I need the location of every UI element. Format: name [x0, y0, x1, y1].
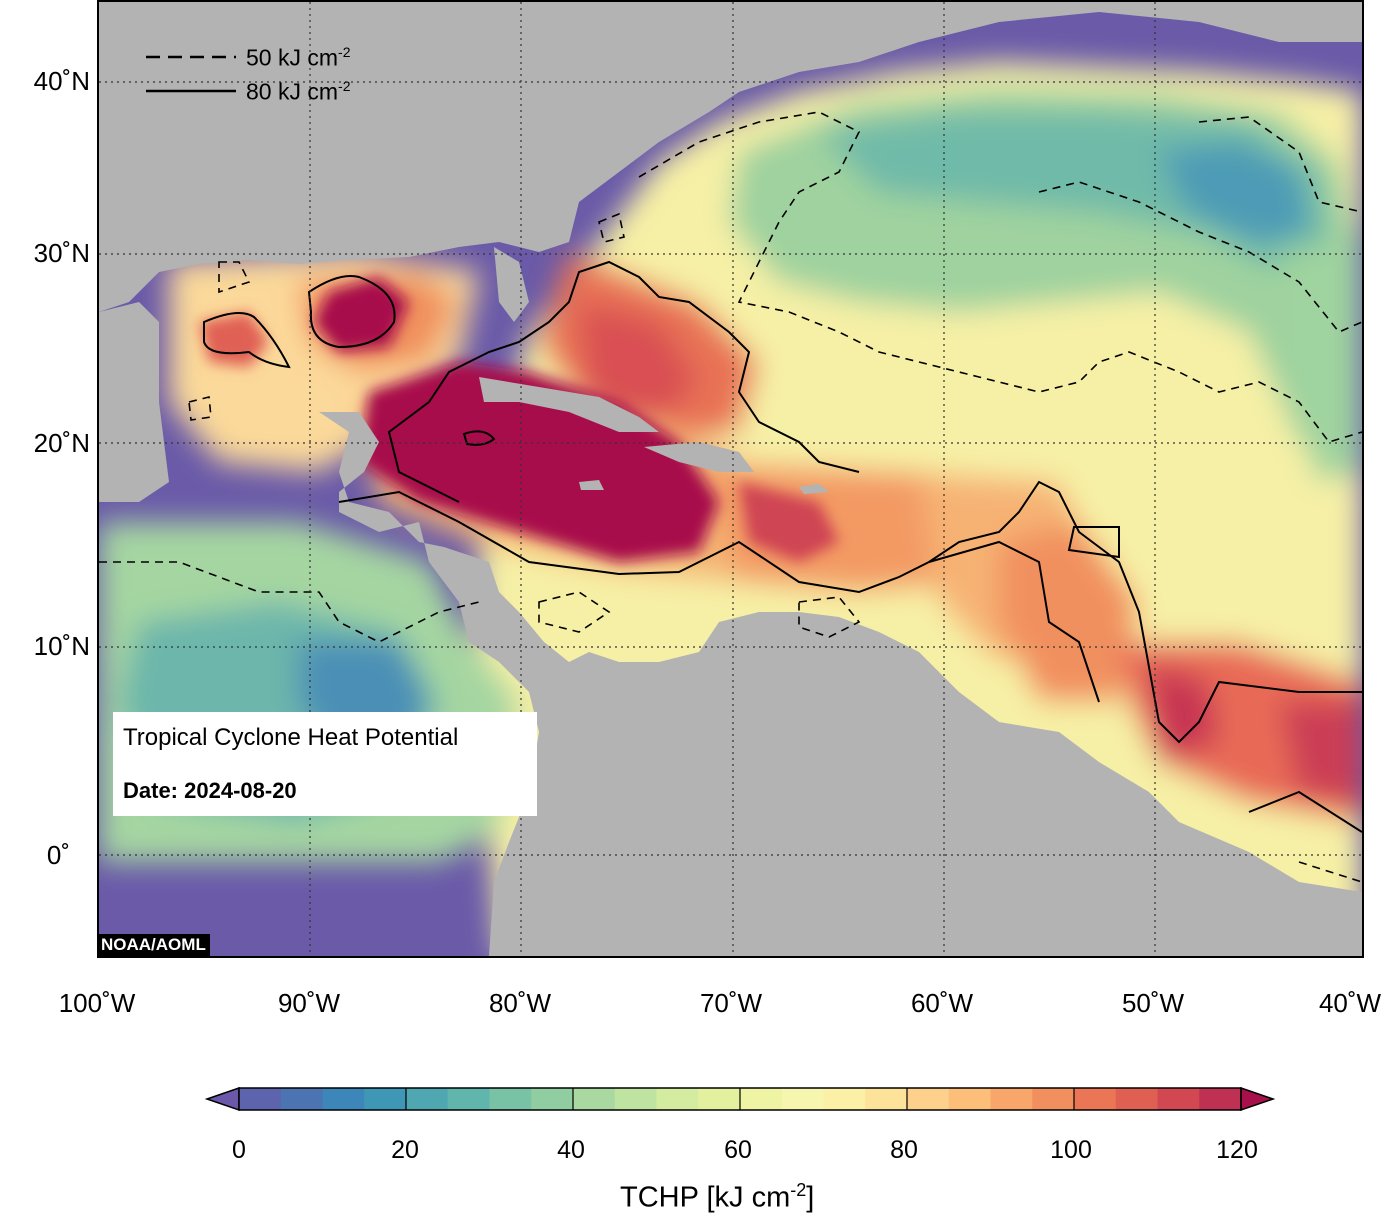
colorbar-low-arrow — [205, 1086, 240, 1112]
colorbar-segment — [364, 1088, 407, 1110]
colorbar-tick-0: 0 — [232, 1136, 246, 1164]
lon-label-90w: 90˚W — [277, 988, 341, 1018]
colorbar-segment — [280, 1088, 323, 1110]
lon-label-40w: 40˚W — [1318, 988, 1382, 1018]
colorbar-tick-80: 80 — [890, 1136, 918, 1164]
colorbar-high-arrow — [1240, 1086, 1275, 1112]
lon-label-80w: 80˚W — [488, 988, 552, 1018]
colorbar-tick-40: 40 — [557, 1136, 585, 1164]
colorbar-tick-20: 20 — [391, 1136, 419, 1164]
lon-label-60w: 60˚W — [910, 988, 974, 1018]
colorbar-segment — [1199, 1088, 1242, 1110]
lat-label-0: 0˚ — [46, 840, 70, 870]
contour-50 — [99, 111, 1362, 883]
lat-label-10n: 10˚N — [33, 631, 90, 661]
colorbar-segment — [1157, 1088, 1200, 1110]
colorbar-segment — [656, 1088, 699, 1110]
colorbar-segment — [865, 1088, 908, 1110]
lon-label-70w: 70˚W — [699, 988, 763, 1018]
lat-label-40n: 40˚N — [33, 66, 90, 96]
contour-80 — [203, 260, 1362, 833]
lon-label-50w: 50˚W — [1121, 988, 1185, 1018]
colorbar-segment — [489, 1088, 532, 1110]
credit-label: NOAA/AOML — [97, 934, 210, 956]
info-box: Tropical Cyclone Heat Potential Date: 20… — [113, 712, 537, 816]
date-label: Date: 2024-08-20 — [123, 778, 297, 803]
colorbar-segment — [1032, 1088, 1075, 1110]
legend-label-80: 80 kJ cm-2 — [246, 78, 351, 105]
colorbar-segment — [406, 1088, 449, 1110]
colorbar-tick-60: 60 — [724, 1136, 752, 1164]
lon-label-100w: 100˚W — [58, 988, 136, 1018]
colorbar-segment — [781, 1088, 824, 1110]
land-masses — [99, 2, 1362, 956]
colorbar-segment — [614, 1088, 657, 1110]
colorbar — [205, 1086, 1275, 1112]
map-title: Tropical Cyclone Heat Potential — [123, 724, 459, 751]
colorbar-segment — [990, 1088, 1033, 1110]
legend-item-50: 50 kJ cm-2 — [146, 44, 406, 74]
colorbar-tick-120: 120 — [1216, 1136, 1258, 1164]
colorbar-segment — [573, 1088, 616, 1110]
legend-item-80: 80 kJ cm-2 — [146, 78, 406, 108]
colorbar-segment — [740, 1088, 783, 1110]
colorbar-segment — [1115, 1088, 1158, 1110]
colorbar-segment — [239, 1088, 282, 1110]
lat-label-30n: 30˚N — [33, 238, 90, 268]
colorbar-tick-100: 100 — [1050, 1136, 1092, 1164]
lat-label-20n: 20˚N — [33, 428, 90, 458]
colorbar-segment — [531, 1088, 574, 1110]
colorbar-segment — [907, 1088, 950, 1110]
colorbar-segment — [948, 1088, 991, 1110]
graticule — [99, 2, 1362, 956]
colorbar-title: TCHP [kJ cm-2] — [620, 1180, 815, 1214]
colorbar-segment — [322, 1088, 365, 1110]
colorbar-segment — [447, 1088, 490, 1110]
legend-label-50: 50 kJ cm-2 — [246, 44, 351, 71]
colorbar-segment — [823, 1088, 866, 1110]
colorbar-segment — [1074, 1088, 1117, 1110]
colorbar-segment — [698, 1088, 741, 1110]
